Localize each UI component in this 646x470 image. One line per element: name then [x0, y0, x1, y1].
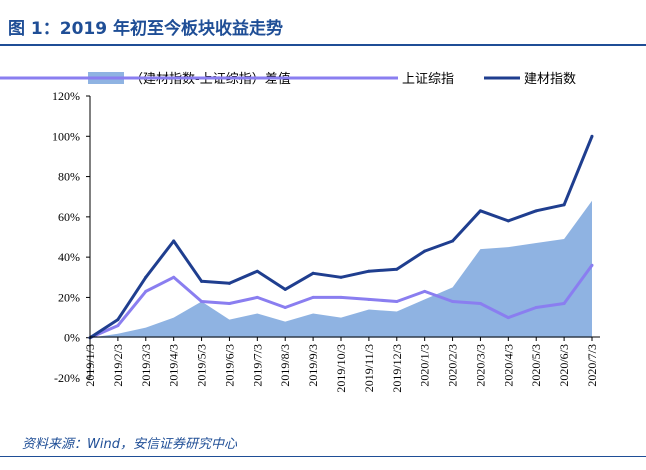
y-axis-ticks: 120% 100% 80% 60% 40% 20% 0% -20% [52, 89, 90, 385]
x-tick-label: 2019/5/3 [195, 344, 209, 387]
sector-point [590, 134, 594, 138]
sector-point [255, 269, 259, 273]
x-tick-label: 2019/9/3 [306, 344, 320, 387]
index-point [144, 289, 148, 293]
index-point [200, 299, 204, 303]
sector-point [144, 275, 148, 279]
sector-point [423, 249, 427, 253]
x-tick-label: 2020/4/3 [501, 344, 515, 387]
x-tick-label: 2019/11/3 [362, 344, 376, 392]
x-tick-label: 2019/1/3 [83, 344, 97, 387]
sector-point [534, 209, 538, 213]
index-point [451, 299, 455, 303]
index-point [395, 299, 399, 303]
x-tick-label: 2019/6/3 [222, 344, 236, 387]
sector-point [339, 275, 343, 279]
x-axis-ticks: 2019/1/3 2019/2/3 2019/3/3 2019/4/3 2019/5/3… [83, 337, 599, 393]
sector-point [116, 318, 120, 322]
x-tick-label: 2019/7/3 [250, 344, 264, 387]
x-tick-label: 2020/7/3 [585, 344, 599, 387]
y-tick-label: 20% [58, 290, 80, 304]
sector-point [227, 281, 231, 285]
x-tick-label: 2020/6/3 [557, 344, 571, 387]
sector-point [172, 239, 176, 243]
x-tick-label: 2020/1/3 [418, 344, 432, 387]
x-tick-label: 2019/8/3 [278, 344, 292, 387]
sector-point [200, 279, 204, 283]
sector-point [283, 287, 287, 291]
sector-point [562, 203, 566, 207]
x-tick-label: 2019/4/3 [167, 344, 181, 387]
index-point [339, 295, 343, 299]
y-tick-label: 40% [58, 250, 80, 264]
legend: （建材指数-上证综指）差值 上证综指 建材指数 [0, 71, 576, 87]
plot-area [88, 134, 594, 340]
index-point [534, 306, 538, 309]
x-tick-label: 2019/2/3 [111, 344, 125, 387]
index-point [172, 275, 176, 279]
source-note: 资料来源：Wind，安信证券研究中心 [22, 437, 237, 452]
index-point [367, 297, 371, 301]
y-tick-label: 100% [52, 129, 80, 143]
index-point [423, 289, 427, 293]
x-tick-label: 2019/10/3 [334, 344, 348, 393]
bottom-divider [0, 456, 646, 457]
chart: （建材指数-上证综指）差值 上证综指 建材指数 120% 100% 80% 60% 40… [0, 71, 600, 393]
sector-point [478, 209, 482, 213]
x-tick-label: 2020/2/3 [446, 344, 460, 387]
index-point [227, 301, 231, 305]
y-tick-label: 80% [58, 170, 80, 184]
figure-title: 图 1：2019 年初至今板块收益走势 [8, 19, 283, 39]
sector-point [311, 271, 315, 275]
y-tick-label: 60% [58, 210, 80, 224]
x-tick-label: 2020/3/3 [473, 344, 487, 387]
index-point [562, 301, 566, 305]
index-point [116, 324, 120, 328]
sector-point [451, 239, 455, 243]
index-point [506, 316, 510, 320]
y-tick-label: 120% [52, 89, 80, 103]
sector-point [395, 267, 399, 271]
series-area-spread [90, 200, 592, 338]
index-point [255, 295, 259, 299]
sector-point [367, 269, 371, 273]
y-tick-label: -20% [54, 371, 80, 385]
index-point [283, 306, 287, 309]
index-point [590, 263, 594, 267]
title-divider [0, 44, 646, 46]
legend-label-index: 上证综指 [402, 72, 454, 87]
legend-label-sector: 建材指数 [524, 72, 576, 87]
x-tick-label: 2019/12/3 [390, 344, 404, 393]
y-tick-label: 0% [64, 331, 80, 345]
sector-point [506, 219, 510, 223]
index-point [478, 301, 482, 305]
index-point [311, 295, 315, 299]
x-tick-label: 2020/5/3 [529, 344, 543, 387]
x-tick-label: 2019/3/3 [139, 344, 153, 387]
